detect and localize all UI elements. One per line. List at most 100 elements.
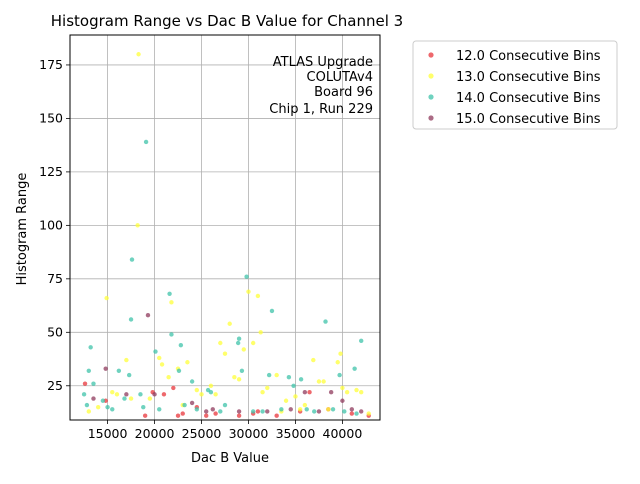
data-point [147, 396, 153, 401]
x-tick-label: 40000 [323, 426, 363, 441]
data-point [138, 392, 143, 397]
data-point [244, 274, 249, 279]
data-point [297, 407, 303, 412]
data-point [189, 379, 195, 384]
data-point [114, 392, 120, 397]
data-point [302, 402, 308, 408]
legend-label: 14.0 Consecutive Bins [456, 91, 601, 106]
y-tick-label: 125 [39, 164, 63, 179]
data-point [349, 411, 355, 416]
data-point [222, 402, 228, 408]
data-point [142, 413, 148, 418]
data-point [250, 409, 256, 414]
data-point [260, 409, 265, 414]
legend-marker [428, 52, 434, 58]
data-point [328, 389, 334, 395]
data-point [194, 387, 200, 393]
data-point [342, 409, 347, 414]
data-point [354, 411, 359, 416]
annotation-line: Board 96 [314, 85, 373, 100]
data-point [171, 385, 176, 391]
data-point [100, 398, 106, 403]
data-point [166, 375, 171, 380]
data-point [128, 396, 134, 401]
data-point [204, 409, 209, 414]
data-point [167, 291, 172, 297]
data-point [91, 396, 96, 401]
data-point [143, 139, 149, 145]
data-point [359, 409, 364, 414]
data-point [236, 336, 242, 341]
data-point [269, 308, 275, 314]
data-point [124, 392, 129, 397]
data-point [232, 375, 237, 380]
data-point [81, 392, 87, 397]
data-point [213, 392, 218, 397]
legend-items: 12.0 Consecutive Bins 13.0 Consecutive Bi… [428, 49, 601, 127]
data-point [241, 347, 246, 352]
data-point [218, 340, 223, 346]
data-point [189, 400, 195, 406]
data-point [312, 409, 317, 414]
x-tick-label: 30000 [229, 426, 269, 441]
data-point [88, 345, 93, 350]
data-point [266, 372, 272, 378]
data-point [316, 379, 322, 384]
legend-marker [428, 115, 434, 121]
y-tick-label: 50 [47, 324, 63, 339]
data-point [274, 372, 279, 378]
data-point [213, 411, 218, 416]
data-point [260, 389, 265, 395]
data-point [359, 389, 364, 395]
y-tick-label: 150 [39, 110, 63, 125]
data-point [335, 360, 340, 365]
legend: 12.0 Consecutive Bins 13.0 Consecutive Bi… [412, 40, 618, 130]
data-point [145, 312, 151, 318]
data-point [258, 330, 263, 335]
plot-frame [69, 34, 381, 421]
data-point [157, 407, 162, 412]
data-point [349, 407, 355, 412]
series-group [81, 139, 364, 416]
data-point [157, 355, 162, 361]
data-point [227, 321, 232, 326]
data-point [340, 385, 345, 391]
data-point [265, 385, 270, 391]
data-point [210, 407, 215, 412]
data-point [199, 392, 204, 397]
data-point [359, 338, 364, 344]
data-point [352, 366, 357, 371]
data-point [124, 357, 129, 363]
data-point [104, 295, 109, 301]
series-group [91, 312, 364, 414]
data-point [178, 342, 184, 348]
data-point [205, 387, 211, 393]
data-point [141, 404, 146, 410]
data-point [86, 368, 91, 374]
chart-title: Histogram Range vs Dac B Value for Chann… [51, 12, 403, 30]
legend-label: 12.0 Consecutive Bins [456, 49, 601, 64]
data-point [338, 351, 343, 356]
x-tick-label: 15000 [88, 426, 128, 441]
data-point [129, 257, 135, 262]
data-point [110, 407, 115, 412]
data-point [337, 372, 342, 378]
data-point [288, 407, 293, 412]
data-point [316, 409, 322, 414]
data-point [105, 404, 110, 410]
data-point [175, 413, 181, 418]
data-point [321, 379, 326, 384]
data-point [293, 394, 298, 399]
data-point [169, 332, 174, 337]
x-tick-label: 25000 [182, 426, 222, 441]
y-axis: 25 50 75 100 125 150 175 [39, 57, 70, 393]
data-point [135, 223, 140, 228]
y-axis-title: Histogram Range [15, 173, 30, 286]
x-axis-title: Dac B Value [191, 451, 269, 466]
data-point [161, 392, 167, 397]
data-point [250, 340, 256, 346]
data-point [218, 409, 223, 414]
data-points [81, 52, 371, 418]
